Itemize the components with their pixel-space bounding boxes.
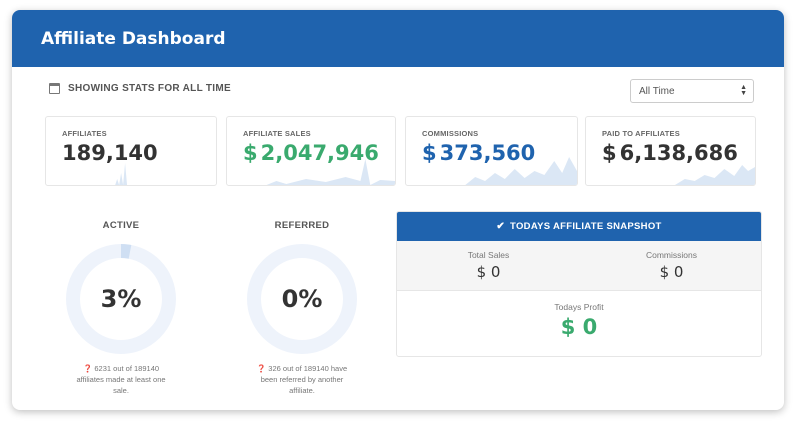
total-sales-label: Total Sales bbox=[467, 250, 510, 260]
calendar-icon bbox=[49, 83, 60, 94]
active-gauge: ACTIVE 3% ❓ 6231 out of 189140 affiliate… bbox=[63, 220, 179, 396]
gauge-percent: 3% bbox=[100, 285, 142, 313]
snapshot-title: TODAYS AFFILIATE SNAPSHOT bbox=[510, 221, 662, 232]
page-title: Affiliate Dashboard bbox=[41, 28, 226, 49]
metric-number: 2,047,946 bbox=[260, 141, 379, 165]
currency-symbol: $ bbox=[422, 141, 437, 165]
metric-label: AFFILIATE SALES bbox=[243, 129, 311, 138]
metric-value: $373,560 bbox=[422, 141, 535, 165]
gauge-ring: 0% bbox=[244, 241, 360, 357]
sparkline bbox=[266, 159, 395, 185]
card-header: Affiliate Dashboard bbox=[12, 10, 784, 67]
donut-fill bbox=[66, 244, 176, 354]
sparkline bbox=[674, 165, 755, 185]
total-sales-cell: Total Sales $ 0 bbox=[397, 250, 580, 281]
metric-number: 6,138,686 bbox=[619, 141, 738, 165]
help-icon: ❓ bbox=[256, 364, 267, 373]
metric-affiliate-sales: AFFILIATE SALES $2,047,946 bbox=[226, 116, 396, 186]
metric-commissions: COMMISSIONS $373,560 bbox=[405, 116, 578, 186]
stats-range-text: SHOWING STATS FOR ALL TIME bbox=[68, 83, 231, 94]
checkmark-icon: ✔ bbox=[496, 221, 506, 232]
todays-snapshot-panel: ✔ TODAYS AFFILIATE SNAPSHOT Total Sales … bbox=[396, 211, 762, 357]
metric-number: 373,560 bbox=[439, 141, 536, 165]
metric-label: COMMISSIONS bbox=[422, 129, 479, 138]
help-icon: ❓ bbox=[82, 364, 93, 373]
metric-affiliates: AFFILIATES 189,140 bbox=[45, 116, 217, 186]
snapshot-totals-row: Total Sales $ 0 Commissions $ 0 bbox=[397, 241, 761, 291]
commissions-label: Commissions bbox=[645, 250, 697, 260]
sparkline bbox=[115, 163, 216, 185]
referred-gauge: REFERRED 0% ❓ 326 out of 189140 have bee… bbox=[244, 220, 360, 396]
metric-value: 189,140 bbox=[62, 141, 158, 165]
snapshot-header: ✔ TODAYS AFFILIATE SNAPSHOT bbox=[397, 212, 761, 241]
commissions-cell: Commissions $ 0 bbox=[580, 250, 761, 281]
stats-range-label: SHOWING STATS FOR ALL TIME bbox=[49, 83, 231, 94]
gauge-ring: 3% bbox=[63, 241, 179, 357]
metric-number: 189,140 bbox=[62, 141, 158, 165]
gauge-title: REFERRED bbox=[274, 220, 330, 231]
gauge-note: ❓ 326 out of 189140 have been referred b… bbox=[244, 363, 360, 396]
gauge-title: ACTIVE bbox=[102, 220, 140, 231]
total-sales-value: $ 0 bbox=[476, 263, 501, 281]
gauge-note-text: 6231 out of 189140 affiliates made at le… bbox=[76, 364, 166, 395]
metric-label: PAID TO AFFILIATES bbox=[602, 129, 680, 138]
time-range-select[interactable]: All Time ▲ ▼ bbox=[630, 79, 754, 103]
affiliate-dashboard-card: Affiliate Dashboard SHOWING STATS FOR AL… bbox=[12, 10, 784, 410]
gauge-percent: 0% bbox=[281, 285, 323, 313]
donut-chart bbox=[66, 244, 176, 354]
sparkline bbox=[465, 157, 577, 185]
select-arrows-icon: ▲ ▼ bbox=[740, 84, 747, 97]
metric-label: AFFILIATES bbox=[62, 129, 107, 138]
currency-symbol: $ bbox=[602, 141, 617, 165]
todays-profit: Todays Profit $ 0 bbox=[397, 302, 761, 339]
metric-value: $2,047,946 bbox=[243, 141, 379, 165]
donut-track bbox=[247, 244, 357, 354]
gauge-note-text: 326 out of 189140 have been referred by … bbox=[260, 364, 348, 395]
currency-symbol: $ bbox=[243, 141, 258, 165]
metric-value: $6,138,686 bbox=[602, 141, 738, 165]
profit-value: $ 0 bbox=[560, 315, 598, 339]
metric-paid-to-affiliates: PAID TO AFFILIATES $6,138,686 bbox=[585, 116, 756, 186]
metrics-row: AFFILIATES 189,140 AFFILIATE SALES $2,04… bbox=[45, 116, 756, 186]
commissions-value: $ 0 bbox=[659, 263, 684, 281]
profit-label: Todays Profit bbox=[554, 302, 604, 312]
donut-chart bbox=[247, 244, 357, 354]
gauge-note: ❓ 6231 out of 189140 affiliates made at … bbox=[63, 363, 179, 396]
time-range-value: All Time bbox=[639, 85, 675, 97]
